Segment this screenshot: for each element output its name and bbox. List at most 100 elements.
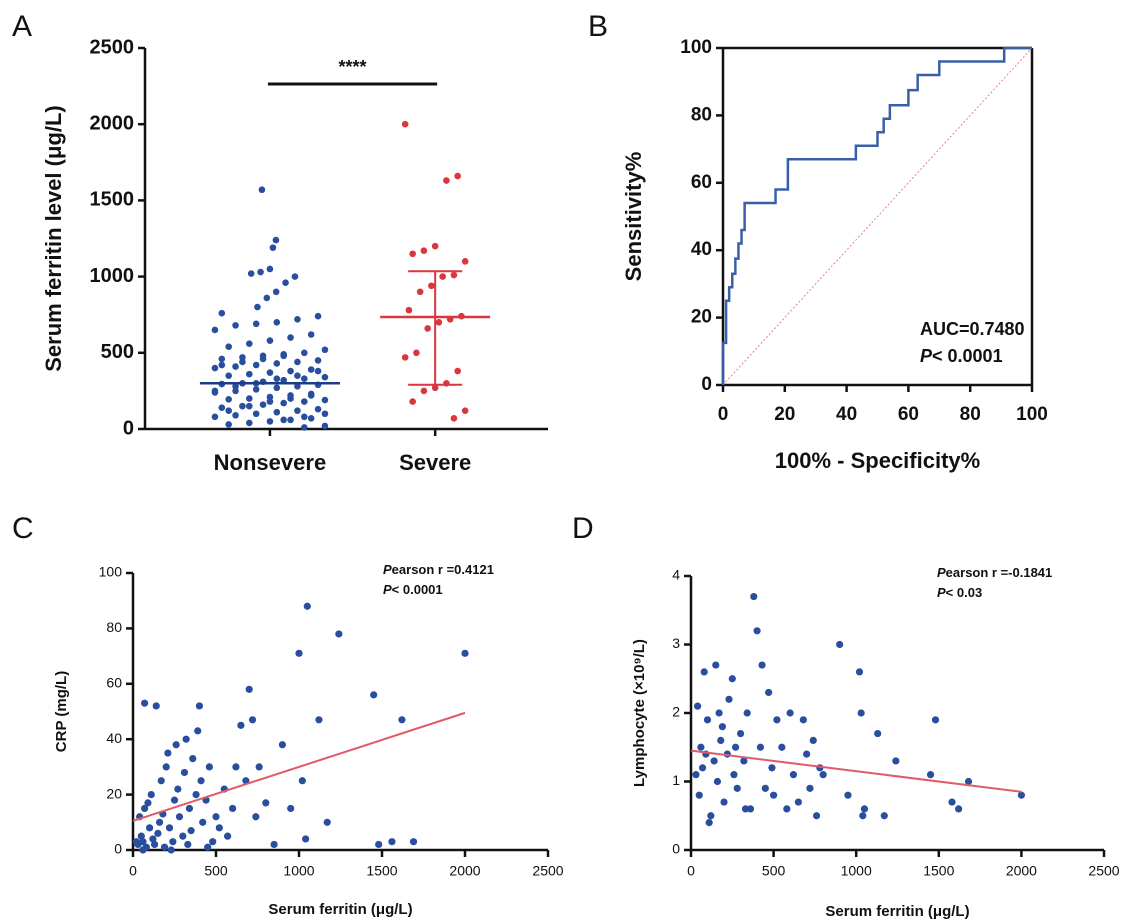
point <box>287 804 295 813</box>
point <box>370 691 378 699</box>
point <box>732 743 740 751</box>
point <box>303 602 311 610</box>
dot <box>246 395 253 402</box>
dot <box>280 376 287 384</box>
dot <box>431 242 439 250</box>
point <box>698 764 707 772</box>
annotation: AUC=0.7480 <box>920 319 1025 339</box>
dot <box>247 270 255 277</box>
point <box>892 757 900 765</box>
point <box>1017 791 1025 799</box>
point <box>855 668 864 676</box>
dot <box>258 186 266 194</box>
y-tick-label: 3 <box>672 635 680 651</box>
point <box>703 716 712 724</box>
dot <box>225 372 232 379</box>
point <box>182 735 190 743</box>
dot <box>461 407 469 415</box>
dot <box>280 352 287 360</box>
dot <box>401 354 409 361</box>
point <box>741 805 750 813</box>
dot <box>321 346 329 354</box>
dot <box>431 384 439 392</box>
point <box>245 685 253 693</box>
dot <box>307 415 315 422</box>
point <box>164 749 172 757</box>
point <box>948 798 956 806</box>
point <box>209 838 217 846</box>
point <box>803 750 811 758</box>
y-tick-label: 2000 <box>90 112 135 134</box>
x-tick-label: 0 <box>129 863 137 879</box>
x-axis-label: Serum ferritin (μg/L) <box>825 903 969 920</box>
point <box>375 840 383 849</box>
point <box>232 763 240 771</box>
point <box>736 729 745 738</box>
dot <box>321 422 329 430</box>
dot <box>269 244 277 251</box>
dot <box>301 413 308 421</box>
x-tick-label: 500 <box>204 863 228 879</box>
point <box>144 799 152 807</box>
dot <box>280 399 287 407</box>
point <box>137 832 145 840</box>
dot <box>273 360 281 367</box>
point <box>765 688 773 697</box>
point <box>844 791 852 799</box>
dot <box>266 393 274 401</box>
dot <box>294 383 301 390</box>
point <box>162 763 170 771</box>
dot <box>266 265 274 273</box>
dot <box>232 383 239 390</box>
point <box>212 813 220 821</box>
dot <box>314 357 322 364</box>
dot <box>211 387 219 395</box>
annotation: P< 0.0001 <box>383 582 443 597</box>
x-tick-label: 60 <box>898 404 919 425</box>
dot <box>232 322 239 329</box>
point <box>174 785 182 793</box>
dot <box>239 354 246 361</box>
y-tick-label: 2 <box>672 704 680 720</box>
point <box>302 835 310 843</box>
y-tick-label: 500 <box>101 341 134 363</box>
panel-label: A <box>12 10 32 43</box>
point <box>761 784 769 792</box>
dot <box>314 312 322 320</box>
point <box>753 627 761 635</box>
point <box>187 827 195 835</box>
dot <box>287 334 294 341</box>
point <box>270 840 278 849</box>
fit-line <box>132 711 466 822</box>
dot <box>454 367 461 375</box>
dot <box>405 306 413 314</box>
point <box>725 695 733 703</box>
y-tick-label: 20 <box>106 785 122 801</box>
dot <box>424 325 431 332</box>
y-tick-label: 1000 <box>90 265 135 287</box>
dot <box>401 120 409 128</box>
dot <box>409 398 416 405</box>
point <box>152 702 160 710</box>
point <box>778 743 786 751</box>
point <box>874 729 882 738</box>
point <box>770 791 778 799</box>
point <box>758 661 766 669</box>
dot <box>280 416 287 424</box>
point <box>180 768 189 777</box>
x-tick-label: 0 <box>687 863 695 879</box>
point <box>809 736 817 745</box>
x-tick-label: 20 <box>774 404 795 425</box>
point <box>692 771 700 779</box>
panel-label: B <box>588 10 608 43</box>
point <box>718 723 726 731</box>
point <box>155 818 164 826</box>
dot <box>218 355 226 363</box>
dot <box>435 319 443 326</box>
point <box>146 824 154 832</box>
point <box>154 829 162 837</box>
dot <box>225 407 232 415</box>
dot <box>266 398 274 405</box>
point <box>794 798 802 806</box>
x-axis-label: Serum ferritin (μg/L) <box>268 901 412 918</box>
